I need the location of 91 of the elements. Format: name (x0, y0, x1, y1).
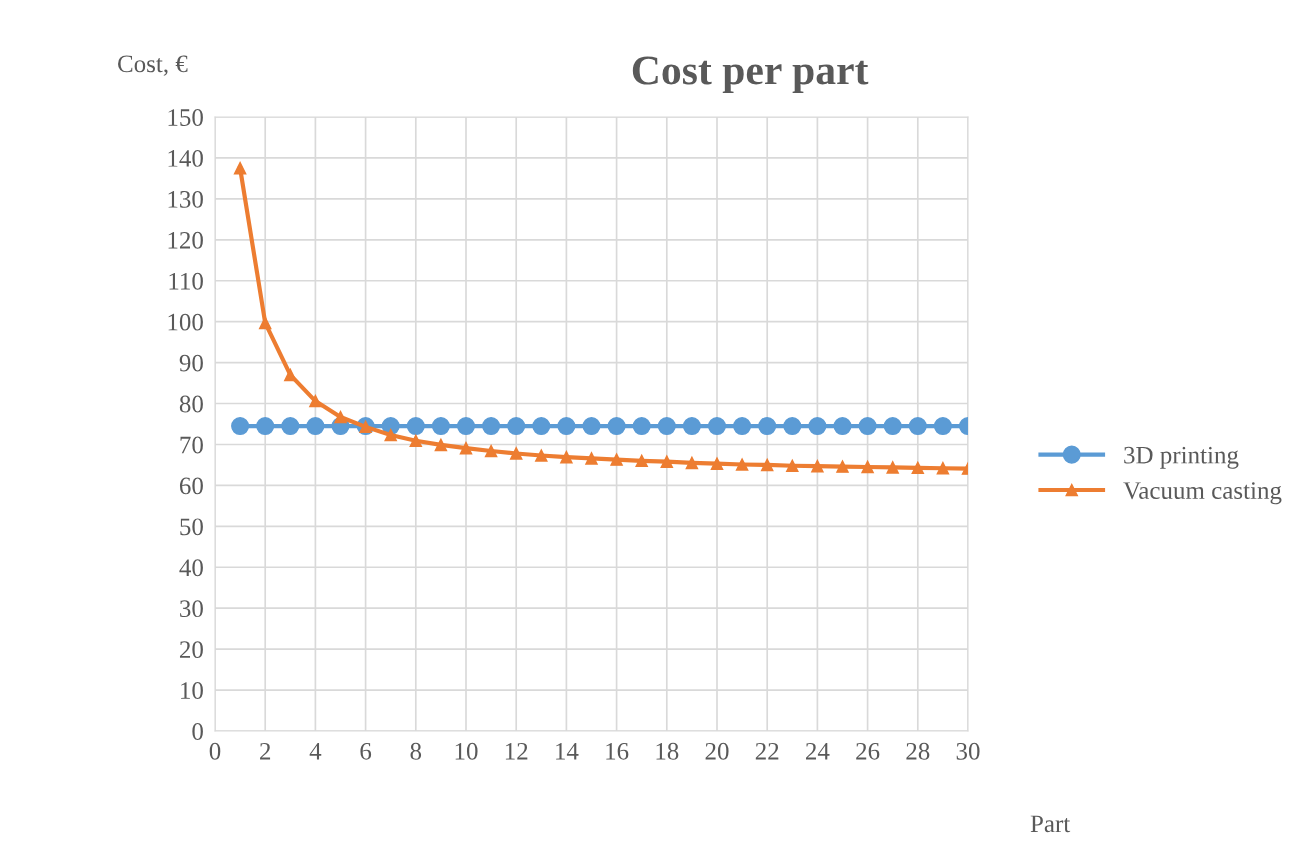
point (886, 461, 899, 474)
x-tick-label: 24 (806, 742, 830, 760)
point (660, 455, 674, 468)
x-axis-title: Part (1030, 815, 1071, 833)
point (911, 461, 925, 475)
point (233, 161, 247, 175)
point (657, 417, 676, 436)
point (532, 417, 551, 436)
x-tick-label: 8 (410, 742, 422, 760)
point (833, 417, 852, 436)
point (334, 410, 347, 424)
x-tick-label: 12 (505, 742, 528, 760)
y-tick-label: 60 (179, 477, 203, 495)
x-tick-label: 30 (956, 742, 980, 760)
y-tick-label: 40 (179, 559, 203, 577)
x-tick-label: 10 (455, 742, 478, 760)
point (509, 447, 523, 460)
point (883, 417, 902, 436)
point (786, 459, 799, 473)
point (256, 417, 275, 436)
point (836, 460, 849, 473)
y-tick-label: 10 (181, 682, 203, 699)
x-tick-label: 18 (656, 742, 679, 760)
point (484, 444, 498, 458)
x-tick-label: 26 (856, 742, 880, 760)
point (610, 453, 623, 466)
point (309, 394, 322, 408)
x-tick-label: 28 (906, 742, 930, 760)
x-tick-label: 2 (260, 742, 271, 760)
point (557, 417, 576, 436)
point (507, 417, 526, 436)
y-tick-label: 120 (168, 231, 203, 249)
y-tick-label: 140 (168, 149, 203, 167)
y-tick-label: 130 (168, 190, 203, 208)
point (632, 417, 651, 436)
point (936, 461, 950, 475)
point (908, 417, 927, 436)
point (281, 417, 300, 436)
x-tick-label: 4 (309, 743, 322, 760)
y-tick-label: 100 (168, 313, 203, 331)
legend-label: 3D printing (1124, 446, 1239, 469)
point (258, 316, 272, 330)
y-tick-label: 20 (179, 641, 203, 659)
point (733, 417, 752, 436)
y-tick-label: 50 (180, 518, 203, 536)
x-tick-label: 6 (360, 742, 372, 760)
y-tick-label: 80 (179, 395, 203, 413)
y-tick-label: 30 (180, 600, 203, 618)
y-tick-label: 150 (168, 109, 203, 126)
point (459, 441, 473, 455)
point (456, 417, 476, 436)
point (431, 417, 450, 436)
point (811, 459, 824, 473)
y-axis-title: Cost, € (118, 55, 188, 76)
point (434, 438, 448, 452)
x-tick-label: 22 (755, 742, 779, 760)
y-tick-label: 70 (180, 436, 203, 454)
point (735, 458, 749, 471)
point (409, 434, 423, 448)
y-tick-label: 90 (179, 354, 203, 372)
point (758, 417, 777, 436)
point (707, 417, 727, 436)
point (607, 417, 626, 436)
point (808, 417, 827, 436)
x-tick-label: 14 (556, 742, 579, 760)
point (406, 417, 425, 436)
y-tick-label: 110 (169, 272, 203, 290)
point (861, 460, 874, 474)
x-tick-label: 20 (705, 742, 729, 760)
point (306, 417, 325, 436)
point (482, 417, 501, 436)
point (560, 450, 573, 464)
point (535, 449, 548, 462)
point (284, 368, 297, 382)
point (384, 428, 397, 442)
point (783, 417, 802, 436)
x-tick-label: 0 (209, 742, 221, 760)
y-tick-label: 0 (192, 723, 203, 740)
point (582, 417, 601, 436)
point (858, 417, 877, 436)
x-tick-label: 16 (606, 742, 629, 760)
point (682, 417, 701, 436)
point (635, 454, 648, 468)
point (933, 417, 952, 436)
legend-label: Vacuum casting (1123, 482, 1282, 505)
point (231, 417, 250, 436)
point (685, 456, 699, 470)
point (585, 452, 598, 465)
chart-title: Cost per part (632, 56, 869, 93)
point (760, 458, 774, 472)
point (710, 457, 724, 470)
